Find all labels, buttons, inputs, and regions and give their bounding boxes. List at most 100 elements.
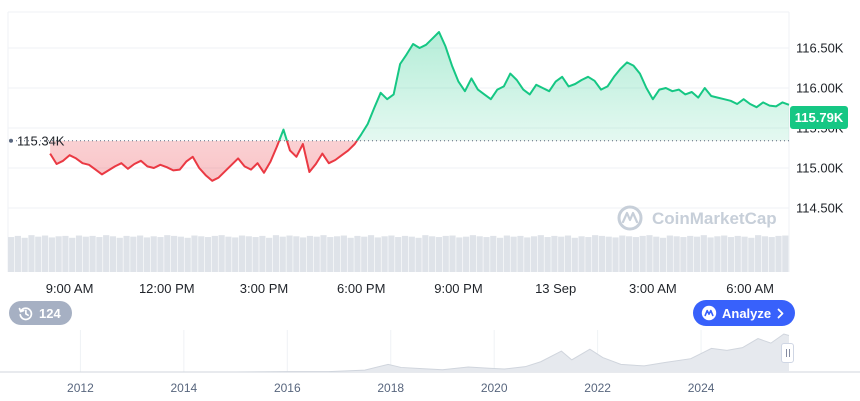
volume-bar [530, 236, 538, 272]
volume-bar [62, 235, 69, 272]
volume-bar [415, 237, 422, 272]
volume-bar [687, 235, 694, 272]
navigator-year-label: 2024 [688, 381, 715, 395]
volume-bar [463, 236, 470, 272]
volume-bar [755, 235, 762, 272]
coinmarketcap-watermark: CoinMarketCap [617, 205, 777, 231]
volume-bar [653, 236, 660, 272]
price-line-above-baseline [278, 31, 790, 141]
volume-bar [564, 235, 572, 272]
volume-bars [8, 235, 789, 272]
volume-bar [524, 237, 531, 272]
volume-bar [14, 235, 21, 272]
volume-bar [517, 235, 524, 272]
volume-bar [327, 237, 334, 272]
time-axis-label: 9:00 AM [46, 281, 94, 296]
volume-bar [130, 236, 137, 272]
volume-bar [313, 236, 320, 272]
drag-handle-icon[interactable] [781, 343, 794, 363]
volume-bar [55, 236, 62, 272]
volume-bar [137, 235, 144, 272]
volume-bar [354, 235, 361, 272]
volume-bar [103, 235, 110, 272]
time-range-navigator[interactable] [0, 330, 860, 373]
volume-bar [578, 236, 585, 272]
volume-bar [340, 235, 347, 272]
volume-bar [123, 235, 130, 272]
volume-bar [109, 236, 117, 272]
volume-bar [449, 235, 456, 272]
volume-bar [558, 236, 565, 272]
history-count-badge[interactable]: 124 [9, 301, 72, 325]
volume-bar [490, 235, 497, 272]
volume-bar [41, 235, 49, 272]
volume-bar [727, 237, 735, 272]
volume-bar [367, 235, 375, 272]
time-axis-labels: 9:00 AM 12:00 PM 3:00 PM 6:00 PM 9:00 PM 13 S… [46, 281, 774, 296]
volume-bar [510, 236, 517, 272]
volume-bar [619, 235, 626, 272]
time-axis-label: 6:00 PM [337, 281, 385, 296]
volume-bar [218, 235, 225, 272]
volume-bar [741, 236, 748, 272]
volume-bar [259, 235, 266, 272]
volume-bar [646, 235, 653, 272]
price-area [50, 32, 789, 181]
volume-bar [252, 237, 259, 272]
volume-bar [381, 236, 388, 272]
volume-bar [721, 235, 728, 272]
volume-bar [306, 235, 314, 272]
navigator-year-label: 2016 [274, 381, 301, 395]
volume-bar [211, 235, 218, 272]
price-axis-label: 114.50K [796, 201, 844, 216]
volume-bar [775, 235, 782, 272]
volume-bar [537, 235, 544, 272]
time-axis-label: 9:00 PM [434, 281, 482, 296]
volume-bar [245, 236, 252, 272]
volume-bar [75, 235, 83, 272]
time-axis-label: 12:00 PM [139, 281, 195, 296]
volume-bar [442, 235, 449, 272]
analyze-button[interactable]: Analyze [693, 300, 796, 326]
volume-bar [666, 235, 673, 272]
price-area-above-baseline [50, 32, 789, 141]
navigator-year-label: 2012 [67, 381, 94, 395]
reference-price-dot [9, 138, 13, 143]
volume-bar [598, 235, 606, 272]
current-price-tag: 115.79K [790, 106, 848, 129]
volume-bar [632, 237, 639, 272]
volume-bar [571, 237, 578, 272]
volume-bar [680, 237, 687, 272]
volume-bar [714, 236, 721, 272]
price-axis-label: 116.00K [796, 81, 844, 96]
navigator-year-label: 2020 [481, 381, 508, 395]
volume-bar [300, 237, 307, 272]
volume-bar [21, 237, 28, 272]
volume-bar [35, 236, 42, 272]
volume-bar [272, 235, 280, 272]
time-axis-label: 3:00 AM [629, 281, 677, 296]
history-icon [18, 306, 33, 320]
volume-bar [782, 235, 789, 272]
volume-bar [429, 236, 436, 272]
volume-bar [286, 235, 293, 272]
volume-bar [659, 237, 667, 272]
volume-bar [320, 235, 327, 272]
volume-bar [469, 235, 476, 272]
volume-bar [89, 235, 96, 272]
volume-bar [232, 237, 239, 272]
volume-bar [422, 235, 429, 272]
volume-bar [734, 235, 741, 272]
volume-bar [585, 237, 592, 272]
volume-bar [28, 235, 35, 272]
history-count-label: 124 [39, 305, 61, 321]
volume-bar [8, 237, 15, 272]
volume-bar [388, 235, 395, 272]
volume-bar [693, 236, 701, 272]
volume-bar [48, 237, 55, 272]
volume-bar [408, 236, 415, 272]
volume-bar [476, 236, 483, 272]
price-axis-label: 115.00K [796, 161, 844, 176]
